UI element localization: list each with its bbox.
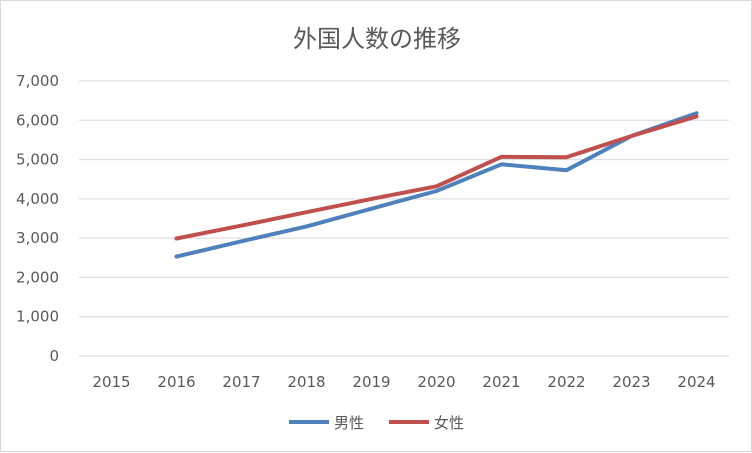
y-tick-label: 2,000 xyxy=(16,268,59,286)
y-axis-ticks: 0 1,000 2,000 3,000 4,000 5,000 6,000 7,000 xyxy=(16,72,59,365)
x-tick-label: 2017 xyxy=(222,373,260,391)
x-axis-ticks: 2015 2016 2017 2018 2019 2020 2021 2022 2023 2024 xyxy=(92,373,715,391)
series-lines xyxy=(176,113,696,256)
series-line-1 xyxy=(177,116,697,238)
y-tick-label: 0 xyxy=(49,347,59,365)
y-tick-label: 6,000 xyxy=(16,111,59,129)
x-tick-label: 2022 xyxy=(547,373,585,391)
x-tick-label: 2020 xyxy=(417,373,455,391)
y-tick-label: 7,000 xyxy=(16,72,59,90)
y-tick-label: 3,000 xyxy=(16,229,59,247)
x-tick-label: 2015 xyxy=(92,373,130,391)
legend: 男性 女性 xyxy=(289,414,464,432)
chart-title: 外国人数の推移 xyxy=(293,25,461,53)
x-tick-label: 2024 xyxy=(677,373,715,391)
x-tick-label: 2018 xyxy=(287,373,325,391)
x-tick-label: 2023 xyxy=(612,373,650,391)
y-tick-label: 4,000 xyxy=(16,190,59,208)
y-tick-label: 5,000 xyxy=(16,151,59,169)
y-tick-label: 1,000 xyxy=(16,308,59,326)
x-tick-label: 2021 xyxy=(482,373,520,391)
x-tick-label: 2019 xyxy=(352,373,390,391)
x-tick-label: 2016 xyxy=(157,373,195,391)
gridlines xyxy=(79,81,729,356)
legend-label: 男性 xyxy=(334,414,364,432)
legend-label: 女性 xyxy=(434,414,464,432)
